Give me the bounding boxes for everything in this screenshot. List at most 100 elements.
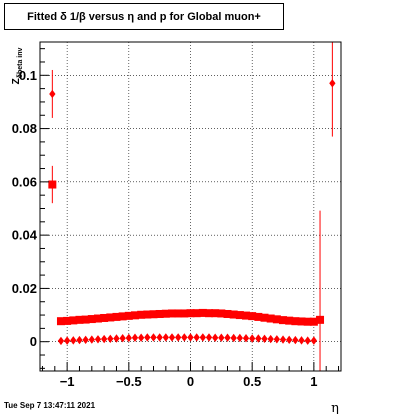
data-point-diamond — [63, 336, 71, 345]
data-point-square — [48, 180, 57, 189]
data-point-diamond — [156, 333, 163, 342]
data-point-square — [63, 316, 72, 325]
data-point-diamond — [242, 334, 250, 343]
data-point-diamond — [131, 333, 139, 342]
chart-title: Fitted δ 1/β versus η and p for Global m… — [27, 10, 261, 23]
data-point-diamond — [100, 334, 108, 344]
data-point-diamond — [181, 333, 188, 342]
data-point-diamond — [82, 335, 89, 345]
data-point-square — [100, 313, 109, 322]
data-point-square — [235, 311, 244, 320]
data-point-square — [137, 310, 146, 319]
data-point-square — [285, 316, 294, 325]
data-point-square — [254, 312, 263, 321]
data-point-diamond — [57, 336, 65, 346]
data-point-diamond — [273, 335, 281, 344]
data-point-square — [56, 317, 65, 326]
data-point-diamond — [310, 336, 318, 345]
data-point-square — [217, 309, 226, 318]
data-point-diamond — [298, 336, 305, 345]
data-point-diamond — [286, 335, 293, 345]
data-point-diamond — [187, 333, 194, 342]
data-point-diamond — [267, 334, 274, 344]
data-point-diamond — [205, 333, 213, 342]
timestamp-label: Tue Sep 7 13:47:11 2021 — [4, 401, 96, 410]
data-point-square — [124, 311, 133, 320]
data-point-square — [106, 313, 115, 322]
data-point-square — [303, 317, 312, 326]
data-point-diamond — [175, 333, 182, 342]
x-axis-label: η — [331, 401, 339, 414]
data-point-diamond — [168, 333, 176, 342]
data-point-diamond — [150, 333, 157, 342]
data-point-square — [87, 315, 96, 324]
data-point-square — [309, 317, 318, 326]
data-point-square — [198, 308, 207, 317]
data-point-square — [242, 311, 251, 320]
data-point-diamond — [224, 333, 231, 342]
data-point-diamond — [88, 335, 95, 344]
data-point-diamond — [144, 333, 151, 342]
data-point-square — [266, 314, 275, 323]
data-point-square — [223, 309, 232, 318]
data-point-square — [81, 315, 90, 324]
data-point-square — [75, 315, 84, 324]
data-point-diamond — [218, 333, 225, 342]
data-point-diamond — [212, 333, 219, 342]
data-point-square — [272, 315, 281, 324]
data-point-square — [279, 316, 288, 325]
data-point-square — [291, 317, 300, 326]
data-point-diamond — [304, 336, 311, 345]
axes: −1 −0.5 0 0.5 1 0 0.02 0.04 0.06 0.08 0.1 — [12, 41, 342, 389]
data-point-square — [186, 309, 195, 318]
data-point-diamond — [249, 334, 256, 343]
y-tick-label: 0.1 — [19, 68, 37, 83]
data-point-diamond — [329, 79, 336, 88]
data-point-diamond — [162, 333, 169, 342]
data-point-diamond — [138, 333, 145, 342]
data-point-diamond — [107, 334, 114, 343]
data-point-square — [248, 312, 257, 321]
data-point-diamond — [94, 335, 102, 344]
x-tick-label: −1 — [60, 374, 75, 389]
data-point-square — [174, 309, 183, 318]
data-point-diamond — [261, 334, 268, 343]
data-point-diamond — [292, 335, 299, 345]
data-point-square — [260, 313, 269, 322]
data-point-diamond — [193, 333, 200, 342]
data-point-diamond — [230, 333, 237, 343]
data-point-square — [112, 312, 121, 321]
y-tick-label: 0.02 — [12, 281, 37, 296]
data-point-diamond — [49, 89, 56, 99]
y-tick-label: 0 — [30, 334, 37, 349]
data-point-square — [130, 311, 139, 320]
y-tick-label: 0.06 — [12, 174, 37, 189]
x-tick-label: 0 — [187, 374, 194, 389]
y-tick-label: 0.08 — [12, 121, 37, 136]
data-point-diamond — [236, 333, 243, 343]
data-point-square — [192, 309, 201, 318]
data-markers — [48, 42, 336, 371]
grid-lines — [40, 42, 341, 371]
y-tick-label: 0.04 — [12, 228, 38, 243]
data-point-square — [297, 317, 306, 326]
data-point-square — [149, 310, 158, 319]
x-tick-label: −0.5 — [116, 374, 142, 389]
data-point-square — [167, 309, 176, 318]
data-point-diamond — [279, 335, 287, 344]
data-point-square — [118, 312, 127, 321]
data-point-diamond — [255, 334, 262, 343]
y-axis-label: Zδbeta inv — [11, 47, 24, 84]
data-point-diamond — [199, 333, 206, 342]
data-point-diamond — [113, 334, 120, 343]
data-point-square — [205, 309, 214, 318]
data-point-square — [155, 309, 164, 318]
data-point-square — [161, 309, 170, 318]
data-point-square — [211, 309, 220, 318]
data-point-diamond — [119, 334, 126, 343]
data-point-diamond — [70, 336, 77, 345]
data-point-square — [143, 310, 152, 319]
x-tick-label: 0.5 — [243, 374, 261, 389]
data-point-square — [229, 310, 238, 319]
